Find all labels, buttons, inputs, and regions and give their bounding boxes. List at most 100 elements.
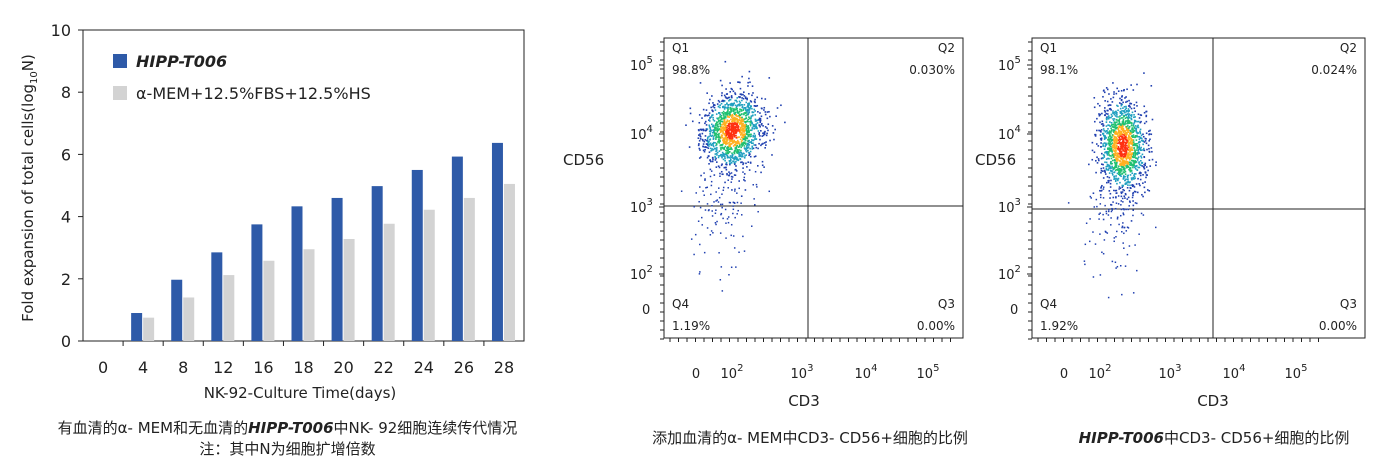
event-dot — [709, 130, 712, 133]
event-dot — [711, 125, 714, 128]
event-dot — [1117, 109, 1119, 112]
event-dot — [744, 133, 746, 135]
event-dot — [725, 112, 728, 114]
event-dot — [748, 120, 750, 123]
event-dot — [715, 132, 718, 135]
event-dot — [1128, 200, 1131, 203]
event-dot — [744, 143, 747, 145]
event-dot — [1101, 112, 1103, 115]
event-dot — [1100, 145, 1102, 148]
event-dot — [1132, 139, 1135, 141]
event-dot — [752, 111, 755, 114]
event-dot — [1101, 251, 1103, 254]
event-dot — [742, 108, 745, 110]
event-dot — [1113, 166, 1116, 169]
event-dot — [1115, 118, 1118, 121]
event-dot — [697, 144, 700, 147]
event-dot — [740, 140, 743, 143]
event-dot — [704, 122, 706, 125]
bar-mem — [343, 238, 355, 341]
event-dot — [746, 105, 749, 108]
caption-text: 中CD3- CD56+细胞的比例 — [1164, 429, 1350, 447]
event-dot — [1095, 198, 1098, 201]
event-dot — [749, 155, 752, 158]
event-dot — [733, 127, 735, 129]
event-dot — [712, 110, 714, 113]
event-dot — [732, 208, 735, 211]
event-dot — [1125, 120, 1127, 122]
event-dot — [698, 157, 701, 159]
event-dot — [1129, 132, 1131, 135]
event-dot — [1102, 177, 1105, 179]
event-dot — [1143, 141, 1146, 143]
event-dot — [741, 142, 744, 144]
event-dot — [1129, 141, 1132, 144]
event-dot — [708, 209, 710, 211]
event-dot — [1112, 149, 1115, 151]
event-dot — [734, 149, 736, 151]
event-dot — [742, 162, 745, 164]
y-tick-label: 105 — [998, 55, 1021, 74]
event-dot — [1115, 150, 1117, 152]
event-dot — [757, 110, 759, 113]
event-dot — [715, 144, 717, 147]
event-dot — [1142, 133, 1144, 136]
event-dot — [735, 126, 738, 129]
event-dot — [1140, 134, 1143, 137]
event-dot — [1137, 126, 1140, 129]
event-dot — [744, 124, 747, 126]
event-dot — [734, 158, 737, 160]
event-dot — [1141, 153, 1144, 156]
event-dot — [1126, 186, 1129, 189]
event-dot — [1122, 117, 1124, 119]
event-dot — [1128, 158, 1131, 161]
event-dot — [711, 210, 713, 212]
event-dot — [760, 123, 763, 126]
event-dot — [730, 175, 733, 178]
event-dot — [741, 122, 744, 125]
event-dot — [1117, 167, 1119, 169]
event-dot — [764, 98, 767, 100]
event-dot — [1097, 158, 1100, 160]
event-dot — [1130, 148, 1133, 151]
event-dot — [753, 124, 756, 126]
event-dot — [717, 129, 720, 131]
event-dot — [724, 96, 727, 98]
event-cloud — [1067, 72, 1157, 299]
event-dot — [751, 107, 753, 110]
event-dot — [1119, 148, 1121, 151]
event-dot — [1123, 226, 1126, 229]
event-dot — [726, 111, 728, 113]
event-dot — [1124, 146, 1126, 149]
x-tick-label: 0 — [692, 367, 700, 382]
event-dot — [1102, 143, 1104, 145]
y-tick-exponent: 5 — [1015, 55, 1021, 66]
event-dot — [733, 134, 736, 137]
event-dot — [1119, 143, 1122, 146]
event-dot — [756, 122, 759, 124]
event-dot — [1126, 181, 1128, 183]
event-dot — [1150, 133, 1153, 136]
plot-frame — [1031, 37, 1366, 339]
event-dot — [730, 143, 732, 145]
event-dot — [1102, 252, 1105, 255]
event-dot — [1121, 154, 1123, 157]
event-dot — [726, 172, 728, 175]
event-dot — [703, 172, 705, 174]
event-dot — [1097, 102, 1099, 105]
event-dot — [757, 130, 760, 132]
event-dot — [704, 178, 706, 180]
event-dot — [723, 148, 725, 150]
event-dot — [709, 116, 711, 119]
event-dot — [1109, 148, 1112, 151]
event-dot — [744, 189, 747, 191]
event-dot — [1125, 144, 1128, 147]
event-dot — [1120, 146, 1122, 149]
event-dot — [711, 160, 714, 163]
event-dot — [749, 129, 752, 132]
event-dot — [1095, 171, 1097, 174]
event-dot — [1112, 166, 1114, 169]
event-dot — [1129, 157, 1131, 160]
